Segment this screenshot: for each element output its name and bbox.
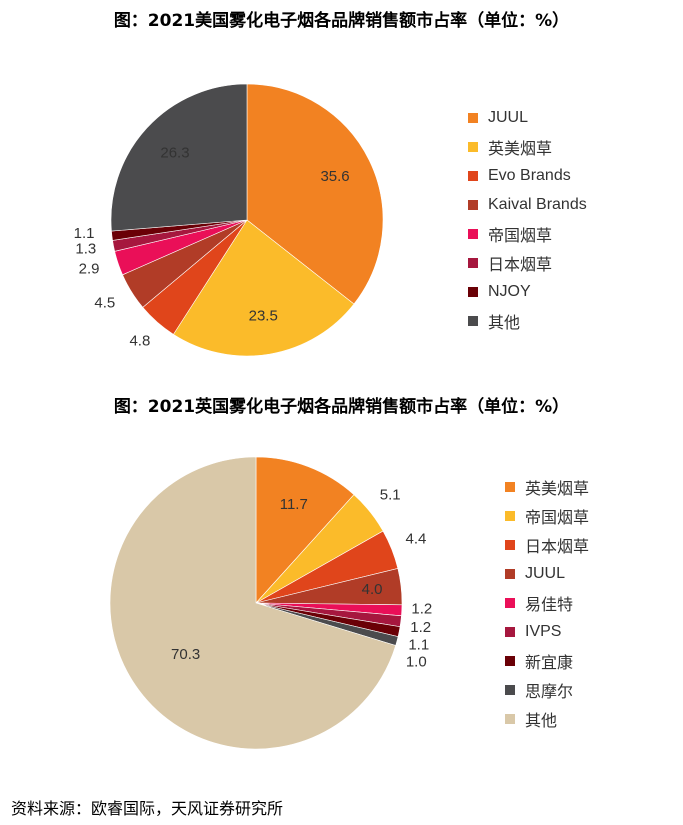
legend-item: Evo Brands bbox=[468, 161, 587, 190]
legend-label: 日本烟草 bbox=[488, 257, 553, 275]
data-label-8: 1.0 bbox=[406, 653, 427, 670]
legend-item: 其他 bbox=[505, 704, 589, 733]
legend-swatch bbox=[468, 199, 478, 210]
legend-item: JUUL bbox=[505, 559, 589, 588]
legend-item: 日本烟草 bbox=[468, 248, 587, 277]
legend-item: 英美烟草 bbox=[505, 472, 589, 501]
legend-swatch bbox=[505, 539, 515, 550]
data-label-1: 11.7 bbox=[280, 496, 308, 513]
pie-chart-us: 35.6 23.5 4.8 4.5 2.9 1.31.1 26.3 bbox=[74, 83, 384, 357]
pie-slice-8 bbox=[110, 83, 248, 232]
data-label-4: 4.5 bbox=[94, 294, 115, 311]
legend-item: 日本烟草 bbox=[505, 530, 589, 559]
legend-label: 英美烟草 bbox=[525, 480, 590, 498]
legend-label: JUUL bbox=[525, 564, 566, 582]
legend-uk: 英美烟草帝国烟草日本烟草 JUUL 易佳特 IVPS 新宜康思摩尔其他 bbox=[505, 472, 589, 733]
legend-label: Evo Brands bbox=[488, 166, 571, 184]
data-label-6: 1.2 bbox=[410, 619, 431, 636]
legend-item: 易佳特 bbox=[505, 588, 589, 617]
legend-label: NJOY bbox=[488, 283, 531, 301]
pie-slice-1 bbox=[246, 83, 384, 305]
legend-swatch bbox=[505, 684, 515, 695]
source-note: 资料来源：欧睿国际，天风证券研究所 bbox=[11, 799, 284, 818]
legend-item: NJOY bbox=[468, 278, 587, 307]
legend-item: 其他 bbox=[468, 307, 587, 336]
legend-us: JUUL 英美烟草 Evo Brands Kaival Brands 帝国烟草日本烟草 N… bbox=[468, 103, 587, 336]
legend-item: 帝国烟草 bbox=[505, 501, 589, 530]
legend-swatch bbox=[505, 481, 515, 492]
data-label-4: 4.0 bbox=[362, 581, 383, 598]
data-label-7: 1.1 bbox=[74, 225, 95, 242]
data-label-2: 23.5 bbox=[249, 308, 278, 325]
legend-item: IVPS bbox=[505, 617, 589, 646]
legend-label: 日本烟草 bbox=[525, 538, 590, 556]
legend-swatch bbox=[468, 112, 478, 123]
legend-swatch bbox=[505, 713, 515, 724]
legend-swatch bbox=[468, 287, 478, 298]
legend-swatch bbox=[468, 170, 478, 181]
data-label-5: 1.2 bbox=[411, 600, 432, 617]
legend-swatch bbox=[468, 316, 478, 327]
legend-swatch bbox=[468, 141, 478, 152]
legend-swatch bbox=[505, 597, 515, 608]
data-label-8: 26.3 bbox=[160, 145, 189, 162]
legend-swatch bbox=[505, 626, 515, 637]
legend-label: JUUL bbox=[488, 108, 529, 126]
legend-label: 思摩尔 bbox=[525, 683, 574, 701]
chart-title-us: 图：2021美国雾化电子烟各品牌销售额市占率（单位：%） bbox=[113, 11, 570, 31]
legend-item: 帝国烟草 bbox=[468, 219, 587, 248]
data-label-1: 35.6 bbox=[320, 168, 349, 185]
legend-item: JUUL bbox=[468, 103, 587, 132]
pie-slice-2 bbox=[172, 219, 355, 357]
legend-label: 帝国烟草 bbox=[488, 227, 553, 245]
legend-label: 其他 bbox=[525, 712, 558, 730]
data-label-6: 1.3 bbox=[75, 240, 96, 257]
legend-swatch bbox=[468, 228, 478, 239]
legend-label: 其他 bbox=[488, 315, 521, 333]
legend-item: 新宜康 bbox=[505, 646, 589, 675]
pie-slice-1 bbox=[255, 456, 355, 604]
legend-label: 帝国烟草 bbox=[525, 509, 590, 527]
legend-label: 新宜康 bbox=[525, 654, 574, 672]
data-label-3: 4.4 bbox=[405, 531, 426, 548]
legend-item: 思摩尔 bbox=[505, 675, 589, 704]
legend-swatch bbox=[468, 258, 478, 269]
legend-label: IVPS bbox=[525, 622, 562, 640]
legend-item: Kaival Brands bbox=[468, 190, 587, 219]
legend-label: Kaival Brands bbox=[488, 195, 587, 213]
chart-title-uk: 图：2021英国雾化电子烟各品牌销售额市占率（单位：%） bbox=[113, 397, 570, 417]
legend-item: 英美烟草 bbox=[468, 132, 587, 161]
legend-swatch bbox=[505, 510, 515, 521]
pie-slice-9 bbox=[109, 456, 397, 750]
data-label-7: 1.1 bbox=[408, 637, 429, 654]
legend-swatch bbox=[505, 655, 515, 666]
data-label-9: 70.3 bbox=[171, 646, 200, 663]
data-label-3: 4.8 bbox=[129, 332, 150, 349]
legend-label: 易佳特 bbox=[525, 596, 574, 614]
legend-label: 英美烟草 bbox=[488, 140, 553, 158]
pie-chart-uk: 11.75.14.44.01.21.21.11.070.3 bbox=[109, 456, 432, 750]
legend-swatch bbox=[505, 568, 515, 579]
data-label-2: 5.1 bbox=[380, 486, 401, 503]
data-label-5: 2.9 bbox=[79, 261, 100, 278]
